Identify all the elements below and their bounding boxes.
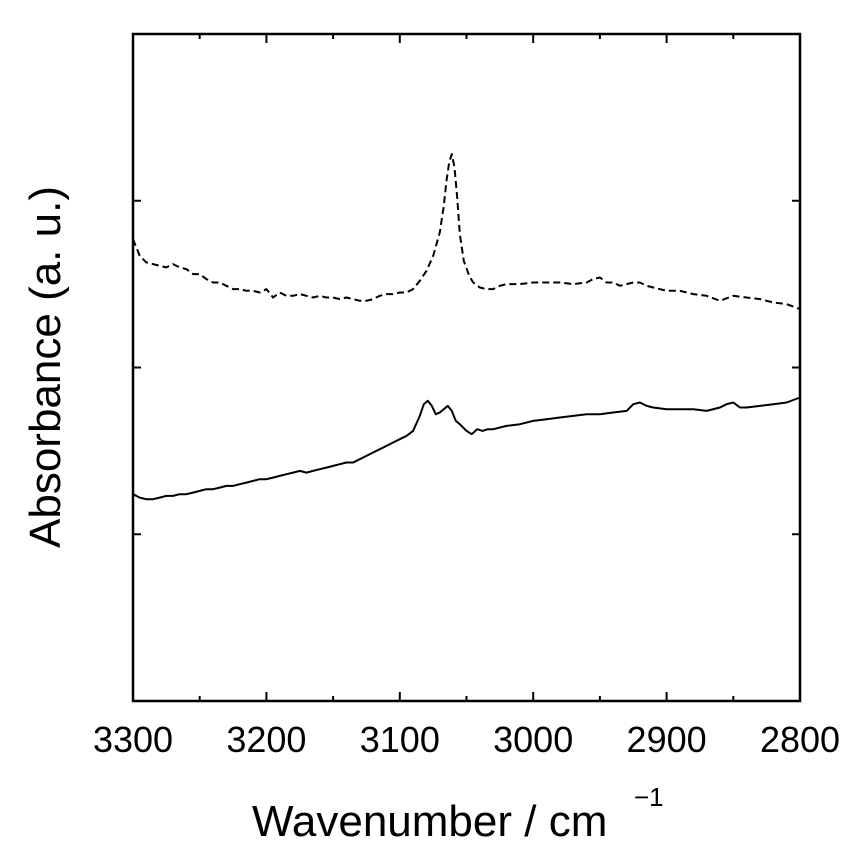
spectrum-series — [132, 153, 801, 501]
y-axis-ticks — [133, 199, 800, 536]
x-tick-label: 3300 — [93, 719, 173, 760]
plot-frame — [131, 32, 802, 703]
x-tick-label: 2800 — [760, 719, 840, 760]
y-axis-title: Absorbance (a. u.) — [21, 186, 70, 548]
x-tick-label: 3000 — [493, 719, 573, 760]
x-axis-ticks — [132, 34, 801, 701]
x-axis-tick-labels: 3300 3200 3100 3000 2900 2800 — [93, 719, 840, 760]
dashed-spectrum-line — [132, 153, 801, 311]
x-tick-label: 3200 — [226, 719, 306, 760]
solid-spectrum-line — [132, 396, 801, 501]
x-axis-title: Wavenumber / cm — [252, 797, 607, 846]
x-axis-title-superscript: −1 — [634, 782, 664, 812]
x-tick-label: 2900 — [627, 719, 707, 760]
x-tick-label: 3100 — [360, 719, 440, 760]
